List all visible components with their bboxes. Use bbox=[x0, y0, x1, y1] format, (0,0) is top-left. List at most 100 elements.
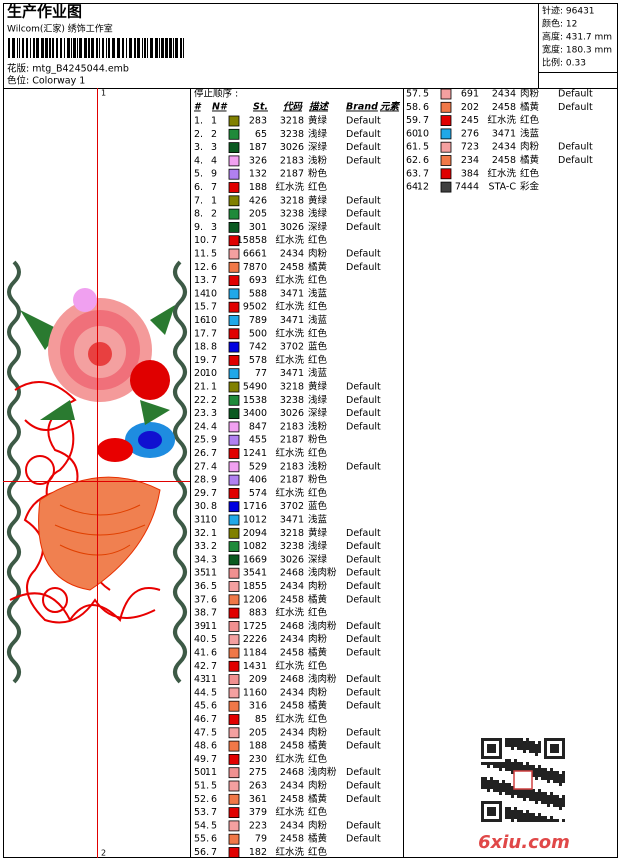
qr-module bbox=[511, 741, 514, 744]
needle: 5 bbox=[423, 89, 429, 100]
qr-finder-core bbox=[487, 744, 496, 753]
barcode-bar bbox=[77, 38, 78, 58]
qr-module bbox=[499, 768, 502, 771]
qr-module bbox=[562, 804, 565, 807]
qr-module bbox=[502, 786, 505, 789]
code: 2458 bbox=[280, 701, 304, 712]
stitches: 1725 bbox=[243, 621, 267, 632]
qr-module bbox=[484, 780, 487, 783]
qr-module bbox=[544, 795, 547, 798]
qr-module bbox=[484, 783, 487, 786]
qr-module bbox=[487, 780, 490, 783]
description: 红色 bbox=[308, 354, 328, 366]
color-swatch bbox=[440, 181, 452, 193]
row-number: 46. bbox=[194, 714, 209, 725]
color-swatch bbox=[228, 221, 240, 233]
qr-module bbox=[526, 810, 529, 813]
needle: 6 bbox=[211, 701, 217, 712]
qr-logo bbox=[513, 770, 533, 790]
code: 3218 bbox=[280, 116, 304, 127]
color-swatch bbox=[228, 448, 240, 459]
qr-module bbox=[547, 801, 550, 804]
brand: Default bbox=[346, 767, 381, 778]
needle: 7 bbox=[211, 355, 217, 366]
code: 红水洗 bbox=[275, 274, 304, 286]
qr-module bbox=[562, 780, 565, 783]
color-swatch bbox=[228, 235, 240, 247]
qr-module bbox=[517, 795, 520, 798]
color-swatch bbox=[228, 501, 240, 513]
barcode-bar bbox=[161, 38, 164, 58]
qr-module bbox=[547, 777, 550, 780]
qr-module bbox=[553, 774, 556, 777]
description: 浅蓝 bbox=[308, 367, 328, 379]
info-line: 高度: 431.7 mm bbox=[542, 31, 612, 43]
brand: Default bbox=[346, 408, 381, 419]
barcode-bar bbox=[134, 38, 136, 58]
qr-module bbox=[481, 777, 484, 780]
qr-module bbox=[511, 771, 514, 774]
needle: 7 bbox=[211, 608, 217, 619]
barcode-bar bbox=[112, 38, 115, 58]
stitches: 574 bbox=[249, 488, 267, 499]
color-swatch bbox=[228, 288, 240, 300]
column-header: 描述 bbox=[309, 101, 330, 113]
needle: 2 bbox=[211, 395, 217, 406]
qr-module bbox=[526, 816, 529, 819]
color-swatch bbox=[228, 421, 240, 433]
stitches: 789 bbox=[249, 315, 267, 326]
stitches: 588 bbox=[249, 288, 267, 299]
description: 红色 bbox=[308, 327, 328, 339]
color-swatch bbox=[228, 594, 240, 606]
needle: 4 bbox=[211, 461, 217, 472]
code: 3471 bbox=[280, 315, 304, 326]
color-swatch bbox=[228, 621, 240, 632]
row-number: 11. bbox=[194, 249, 209, 260]
color-swatch bbox=[228, 767, 240, 779]
color-swatch bbox=[228, 700, 240, 712]
qr-module bbox=[559, 774, 562, 777]
row-number: 8. bbox=[194, 209, 203, 220]
qr-module bbox=[502, 762, 505, 765]
qr-module bbox=[556, 774, 559, 777]
description: 肉粉 bbox=[308, 780, 328, 792]
description: 浅肉粉 bbox=[308, 673, 337, 685]
qr-module bbox=[532, 765, 535, 768]
brand: Default bbox=[558, 102, 593, 113]
row-number: 1. bbox=[194, 116, 203, 127]
code: 3238 bbox=[280, 129, 304, 140]
qr-module bbox=[529, 813, 532, 816]
row-number: 50. bbox=[194, 767, 209, 778]
qr-module bbox=[529, 768, 532, 771]
row-number: 61. bbox=[406, 142, 421, 153]
qr-module bbox=[490, 762, 493, 765]
row-number: 28. bbox=[194, 475, 209, 486]
qr-module bbox=[535, 798, 538, 801]
qr-module bbox=[550, 792, 553, 795]
qr-module bbox=[547, 795, 550, 798]
needle: 11 bbox=[205, 568, 217, 579]
description: 红色 bbox=[308, 660, 328, 672]
row-number: 4. bbox=[194, 155, 203, 166]
qr-module bbox=[562, 798, 565, 801]
qr-module bbox=[535, 801, 538, 804]
qr-module bbox=[508, 765, 511, 768]
qr-module bbox=[523, 819, 526, 822]
row-number: 32. bbox=[194, 528, 209, 539]
stitches: 5490 bbox=[243, 382, 267, 393]
qr-module bbox=[541, 768, 544, 771]
stitches: 1716 bbox=[243, 501, 267, 512]
code: 2468 bbox=[280, 767, 304, 778]
description: 肉粉 bbox=[520, 88, 540, 100]
qr-module bbox=[496, 780, 499, 783]
stitches: 205 bbox=[249, 209, 267, 220]
brand: Default bbox=[346, 648, 381, 659]
qr-module bbox=[505, 807, 508, 810]
qr-module bbox=[553, 771, 556, 774]
qr-module bbox=[550, 777, 553, 780]
description: 深绿 bbox=[308, 553, 328, 565]
barcode-bar bbox=[73, 38, 76, 58]
needle: 2 bbox=[211, 541, 217, 552]
qr-module bbox=[523, 789, 526, 792]
description: 橘黄 bbox=[308, 793, 327, 805]
